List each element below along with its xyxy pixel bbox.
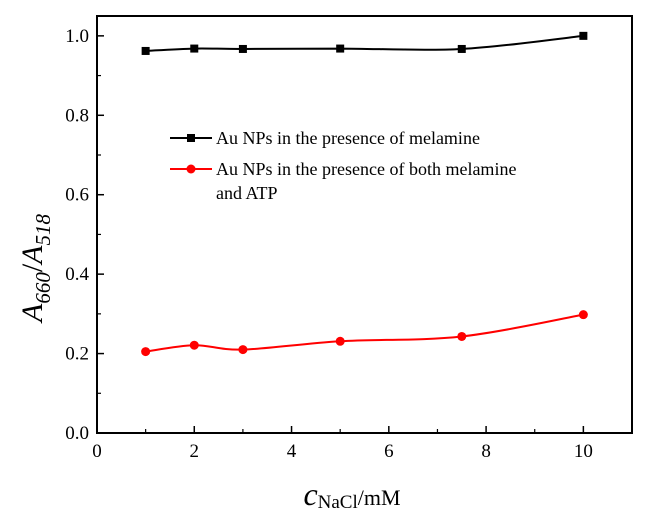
y-tick-label: 0.0 [65, 423, 89, 444]
data-point-square [238, 44, 247, 53]
legend-entry: Au NPs in the presence of both melamine a… [170, 159, 516, 203]
x-tick-label: 6 [384, 441, 394, 462]
data-point-square [579, 31, 588, 40]
y-tick-label: 0.4 [65, 264, 89, 285]
data-point-circle [457, 331, 467, 341]
data-point-square [190, 44, 199, 53]
legend-marker-circle [186, 164, 196, 174]
data-point-square [141, 46, 150, 55]
legend-entry: Au NPs in the presence of melamine [170, 128, 480, 148]
x-tick-label: 0 [92, 441, 102, 462]
data-point-circle [335, 336, 345, 346]
series-line [145, 313, 584, 353]
data-point-circle [578, 310, 588, 320]
data-point-square [336, 44, 345, 53]
data-point-circle [189, 340, 199, 350]
plot-frame [96, 15, 633, 434]
data-point-circle [141, 347, 151, 357]
x-tick-label: 2 [190, 441, 200, 462]
y-tick-label: 0.2 [65, 344, 89, 365]
legend-label: Au NPs in the presence of both melamine [216, 159, 516, 179]
series-line [145, 34, 584, 52]
y-axis-title: A660/A518 [16, 214, 55, 325]
legend-label: and ATP [216, 183, 278, 203]
x-tick-label: 4 [287, 441, 297, 462]
data-point-square [457, 44, 466, 53]
y-tick-label: 0.6 [65, 185, 89, 206]
legend-label: Au NPs in the presence of melamine [216, 128, 480, 148]
x-tick-label: 10 [574, 441, 593, 462]
y-tick-label: 1.0 [65, 26, 89, 47]
x-tick-label: 8 [481, 441, 491, 462]
data-point-circle [238, 345, 248, 355]
x-axis-title: cNaCl/mM [303, 476, 400, 513]
legend-marker-square [187, 134, 195, 142]
y-tick-label: 0.8 [65, 105, 89, 126]
